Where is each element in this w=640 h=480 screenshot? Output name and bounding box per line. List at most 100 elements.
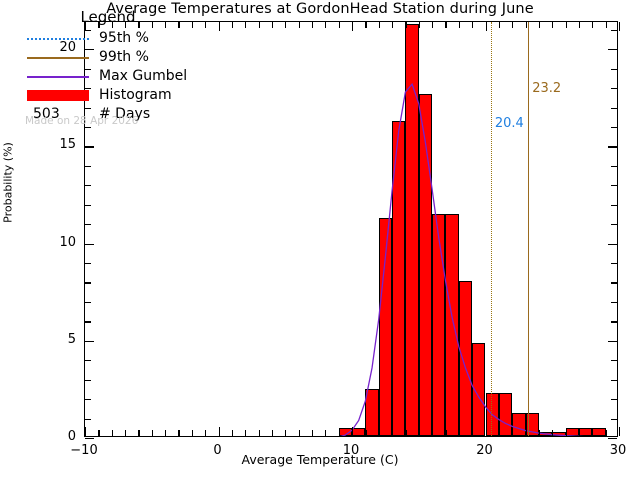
x-tick <box>525 22 527 28</box>
days-count-label: # Days <box>99 106 151 122</box>
legend-item-99th: 99th % <box>15 49 205 68</box>
x-tick <box>472 22 474 28</box>
y-tick <box>85 340 94 342</box>
x-tick <box>592 430 594 436</box>
y-tick <box>611 418 617 420</box>
x-tick <box>125 430 127 436</box>
x-tick <box>378 430 380 436</box>
y-tick-label: 0 <box>67 429 76 444</box>
x-tick <box>151 430 153 436</box>
y-tick <box>611 185 617 187</box>
x-tick <box>111 430 113 436</box>
y-tick <box>608 146 617 148</box>
x-tick <box>311 22 314 28</box>
x-tick <box>485 427 487 436</box>
x-tick <box>538 22 541 28</box>
y-tick <box>85 438 94 440</box>
y-tick <box>85 301 91 304</box>
x-tick <box>512 430 514 436</box>
legend-item-95th: 95th % <box>15 30 205 49</box>
x-tick <box>498 22 501 28</box>
histogram-bar <box>378 218 393 436</box>
y-tick <box>85 399 91 401</box>
y-tick <box>611 126 617 129</box>
x-tick <box>512 22 514 28</box>
x-tick <box>578 22 581 28</box>
x-tick <box>552 22 554 28</box>
x-tick <box>538 430 541 436</box>
y-tick <box>608 49 617 51</box>
y-tick <box>85 185 91 187</box>
y-axis-title: Probability (%) <box>1 142 15 223</box>
x-tick <box>191 430 193 436</box>
legend-item-label: 99th % <box>99 49 149 65</box>
x-tick-label: 30 <box>609 443 627 458</box>
y-tick <box>611 360 617 362</box>
x-tick <box>338 430 340 436</box>
made-on-stamp: Made on 28 Apr 2026 <box>25 115 139 127</box>
x-tick <box>205 430 207 436</box>
x-tick <box>85 22 87 31</box>
histogram-bar <box>392 121 406 436</box>
legend-swatch-icon <box>27 38 89 42</box>
y-tick <box>611 165 617 168</box>
x-tick <box>271 430 274 436</box>
x-tick <box>418 22 420 28</box>
histogram-bar <box>432 214 446 436</box>
x-tick <box>151 22 153 28</box>
x-tick <box>218 22 220 31</box>
legend-title: Legend <box>80 8 136 26</box>
x-tick <box>125 22 127 28</box>
y-tick <box>85 224 91 226</box>
percentile-line-p95 <box>490 22 492 436</box>
x-tick <box>392 22 394 28</box>
percentile-line-p99 <box>528 22 530 436</box>
y-tick <box>85 68 91 70</box>
y-tick <box>85 204 91 206</box>
y-tick <box>611 68 617 70</box>
legend-row-days: 503 # Days <box>15 106 205 125</box>
y-tick <box>608 243 617 245</box>
x-tick <box>418 430 420 436</box>
y-tick <box>611 204 617 206</box>
y-tick <box>611 321 617 323</box>
x-tick-label: 0 <box>213 443 222 458</box>
x-tick <box>165 430 167 436</box>
legend-item-label: Histogram <box>99 87 172 103</box>
x-tick <box>298 22 300 28</box>
x-tick <box>98 22 100 28</box>
y-tick <box>85 49 94 51</box>
x-tick <box>245 22 247 28</box>
x-tick <box>352 427 354 436</box>
legend-swatch-icon <box>27 57 89 61</box>
x-tick <box>138 22 140 28</box>
y-tick <box>608 340 617 342</box>
legend-item-label: Max Gumbel <box>99 68 188 84</box>
x-tick <box>138 430 140 436</box>
x-tick <box>565 22 567 28</box>
legend-item-label: 95th % <box>99 30 149 46</box>
x-tick <box>445 430 447 436</box>
y-tick <box>85 418 91 420</box>
y-tick <box>85 379 91 381</box>
gumbel-curve-overlay <box>339 82 584 436</box>
y-tick <box>85 243 94 245</box>
x-tick <box>578 430 581 436</box>
y-tick <box>85 263 91 265</box>
y-tick <box>85 29 91 31</box>
x-tick <box>405 22 407 28</box>
x-tick <box>619 22 621 31</box>
histogram-bar <box>445 214 459 436</box>
x-tick-label: 10 <box>342 443 360 458</box>
histogram-bar <box>458 280 473 436</box>
y-tick <box>611 224 617 226</box>
x-tick <box>525 430 527 436</box>
x-tick <box>285 22 287 28</box>
y-tick-label: 10 <box>59 234 76 250</box>
legend-item-histogram: Histogram <box>15 87 205 106</box>
y-tick <box>85 107 91 109</box>
chart-title: Average Temperatures at GordonHead Stati… <box>106 1 534 17</box>
y-tick <box>611 29 617 31</box>
x-tick <box>191 22 193 28</box>
